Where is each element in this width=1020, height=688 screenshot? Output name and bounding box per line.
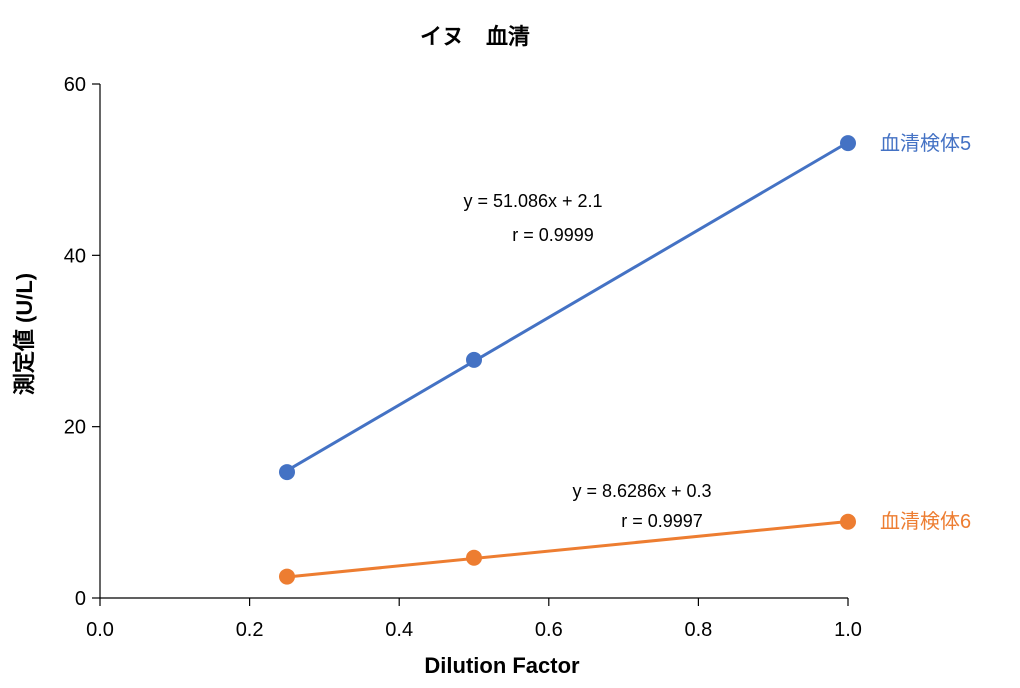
series-1 — [279, 135, 856, 481]
series-layer — [279, 135, 856, 585]
series-2-trendline — [286, 520, 849, 579]
x-tick-label: 0.4 — [385, 619, 413, 641]
series-1-r-value: r = 0.9999 — [512, 225, 594, 245]
x-axis-title: Dilution Factor — [424, 653, 580, 678]
y-tick-label: 0 — [75, 588, 86, 610]
series-1-point — [466, 351, 482, 368]
series-2-point — [466, 549, 482, 566]
y-tick-label: 40 — [64, 245, 86, 267]
x-tick-label: 0.6 — [535, 619, 563, 641]
series-2-r-value: r = 0.9997 — [621, 511, 703, 531]
series-1-point — [279, 464, 295, 481]
x-tick-label: 0.8 — [684, 619, 712, 641]
series-2-point — [279, 568, 295, 585]
y-axis-title: 測定値 (U/L) — [12, 273, 37, 395]
series-1-trendline — [286, 141, 849, 472]
x-tick-label: 0.2 — [236, 619, 264, 641]
y-tick-label: 20 — [64, 417, 86, 439]
series-2-point — [840, 513, 856, 530]
x-tick-label: 0.0 — [86, 619, 114, 641]
chart-title: イヌ 血清 — [420, 24, 530, 49]
series-1-point — [840, 135, 856, 152]
y-tick-label: 60 — [64, 74, 86, 96]
series-2 — [279, 513, 856, 585]
x-tick-label: 1.0 — [834, 619, 862, 641]
x-axis-ticks: 0.0 0.2 0.4 0.6 0.8 1.0 — [86, 598, 862, 641]
y-axis-ticks: 0 20 40 60 — [64, 74, 100, 610]
series-1-label: 血清検体5 — [880, 132, 971, 155]
series-1-equation: y = 51.086x + 2.1 — [463, 191, 602, 211]
series-2-label: 血清検体6 — [880, 510, 971, 533]
series-2-equation: y = 8.6286x + 0.3 — [572, 481, 711, 501]
